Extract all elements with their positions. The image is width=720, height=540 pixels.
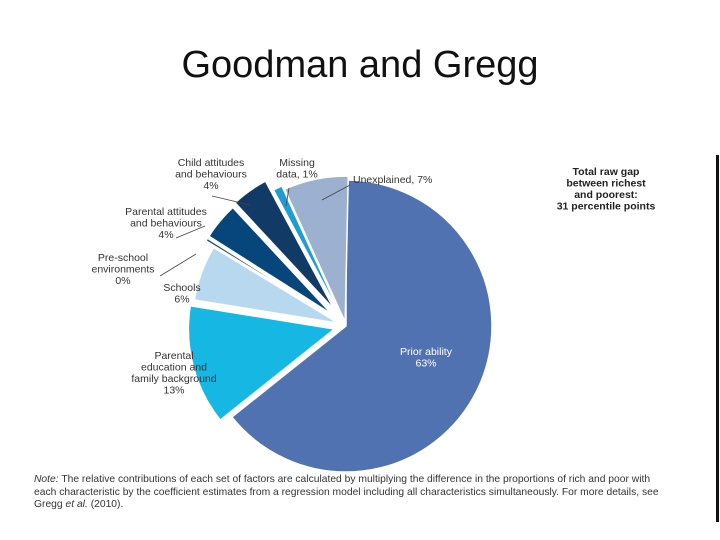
pie-slice-0 xyxy=(230,179,493,473)
pie-slice-1 xyxy=(187,304,337,422)
slice-label-1: Parental education and family background 13… xyxy=(131,350,216,397)
leader-line-4 xyxy=(175,225,206,239)
slice-label-2: Schools 6% xyxy=(163,282,200,306)
note-et-al: et al. xyxy=(65,499,88,510)
total-gap-annotation: Total raw gap between richest and poorest:… xyxy=(557,166,656,213)
slice-label-5: Child attitudes and behaviours 4% xyxy=(175,157,247,192)
pie-slice-2 xyxy=(193,246,339,324)
leader-line-5 xyxy=(211,195,251,206)
note-text: The relative contributions of each set o… xyxy=(34,474,659,510)
slice-label-6: Missing data, 1% xyxy=(276,157,317,181)
note-tail: (2010). xyxy=(90,499,124,510)
note-label: Note: xyxy=(34,474,59,485)
slice-label-0: Prior ability 63% xyxy=(400,346,453,370)
pie-slice-4 xyxy=(207,206,333,316)
leader-lines xyxy=(159,184,351,277)
pie-slice-3 xyxy=(204,237,332,318)
slice-label-3: Pre-school environments 0% xyxy=(91,252,154,287)
slice-label-4: Parental attitudes and behaviours 4% xyxy=(125,206,207,241)
pie-slice-5 xyxy=(233,180,336,311)
pie-slice-7 xyxy=(283,175,350,323)
slice-labels: Prior ability 63% Parental education and fam… xyxy=(91,157,452,397)
slice-label-7: Unexplained, 7% xyxy=(353,174,432,186)
leader-line-3 xyxy=(159,253,197,277)
pie-slice-6 xyxy=(272,184,344,320)
slide-title: Goodman and Gregg xyxy=(181,44,539,86)
pie-slices xyxy=(187,175,493,473)
side-divider xyxy=(716,155,719,522)
chart-note: Note: The relative contributions of each… xyxy=(34,474,674,512)
leader-line-6 xyxy=(285,187,290,207)
leader-line-7 xyxy=(321,184,351,201)
